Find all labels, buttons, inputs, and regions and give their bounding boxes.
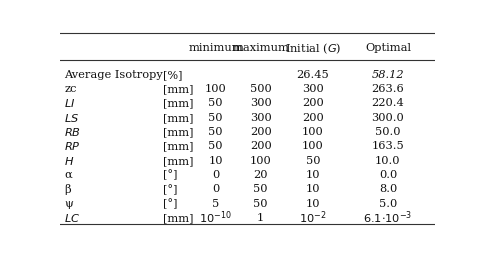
Text: [mm]: [mm] [163,126,194,137]
Text: 163.5: 163.5 [371,141,404,151]
Text: 500: 500 [250,84,271,94]
Text: [°]: [°] [163,183,178,194]
Text: 300: 300 [250,98,271,108]
Text: 300.0: 300.0 [371,112,404,122]
Text: 50: 50 [209,112,223,122]
Text: 200: 200 [250,126,271,137]
Text: 50: 50 [254,198,268,208]
Text: 1: 1 [257,212,264,222]
Text: 300: 300 [250,112,271,122]
Text: 200: 200 [302,98,324,108]
Text: Optimal: Optimal [365,43,411,53]
Text: $RB$: $RB$ [64,126,81,138]
Text: 200: 200 [302,112,324,122]
Text: 50: 50 [209,141,223,151]
Text: minimum: minimum [188,43,243,53]
Text: 10: 10 [306,169,320,179]
Text: 100: 100 [302,126,324,137]
Text: $LS$: $LS$ [64,111,79,123]
Text: 100: 100 [302,141,324,151]
Text: [mm]: [mm] [163,98,194,108]
Text: 100: 100 [205,84,227,94]
Text: zc: zc [64,84,76,94]
Text: 50.0: 50.0 [375,126,401,137]
Text: 5.0: 5.0 [379,198,397,208]
Text: [mm]: [mm] [163,155,194,165]
Text: 300: 300 [302,84,324,94]
Text: $10^{-2}$: $10^{-2}$ [299,209,327,226]
Text: [mm]: [mm] [163,141,194,151]
Text: α: α [64,169,72,179]
Text: 0.0: 0.0 [379,169,397,179]
Text: ψ: ψ [64,198,73,208]
Text: 0: 0 [212,169,219,179]
Text: 58.12: 58.12 [371,70,404,80]
Text: 26.45: 26.45 [297,70,329,80]
Text: Initial ($G$): Initial ($G$) [285,41,341,55]
Text: [mm]: [mm] [163,212,194,222]
Text: $LC$: $LC$ [64,211,80,223]
Text: 10.0: 10.0 [375,155,401,165]
Text: 50: 50 [306,155,320,165]
Text: Average Isotropy: Average Isotropy [64,70,163,80]
Text: 50: 50 [209,126,223,137]
Text: 10: 10 [306,198,320,208]
Text: maximum: maximum [232,43,289,53]
Text: β: β [64,183,71,194]
Text: [mm]: [mm] [163,112,194,122]
Text: 200: 200 [250,141,271,151]
Text: 5: 5 [212,198,219,208]
Text: 50: 50 [254,184,268,194]
Text: 100: 100 [250,155,271,165]
Text: [%]: [%] [163,70,183,80]
Text: $6.1{\cdot}10^{-3}$: $6.1{\cdot}10^{-3}$ [363,209,412,226]
Text: [mm]: [mm] [163,84,194,94]
Text: $H$: $H$ [64,154,74,166]
Text: 10: 10 [209,155,223,165]
Text: $LI$: $LI$ [64,97,75,109]
Text: 0: 0 [212,184,219,194]
Text: 220.4: 220.4 [371,98,404,108]
Text: 20: 20 [254,169,268,179]
Text: [°]: [°] [163,169,178,180]
Text: 8.0: 8.0 [379,184,397,194]
Text: $RP$: $RP$ [64,140,81,152]
Text: 263.6: 263.6 [371,84,404,94]
Text: 10: 10 [306,184,320,194]
Text: $10^{-10}$: $10^{-10}$ [199,209,232,226]
Text: [°]: [°] [163,198,178,208]
Text: 50: 50 [209,98,223,108]
